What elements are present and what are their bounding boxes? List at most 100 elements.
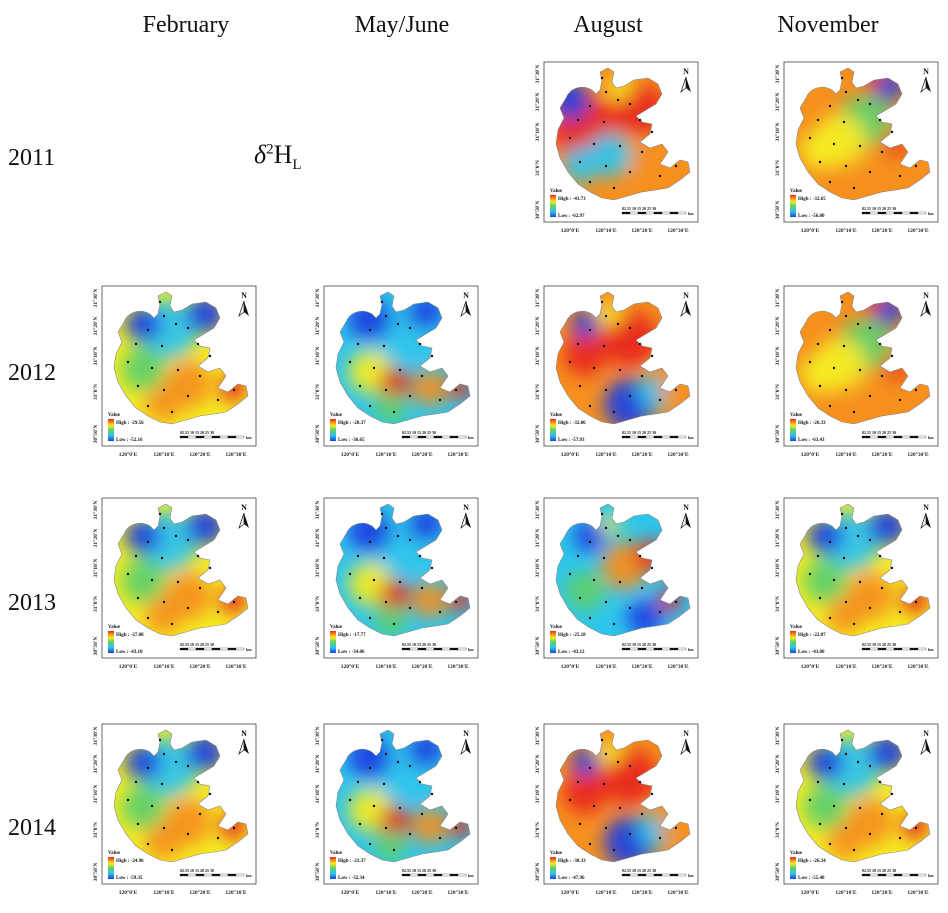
scale-bar: 02.55 10 15 20 25 30 km xyxy=(401,642,474,652)
longitude-label: 120°30'E xyxy=(667,227,688,234)
symbol-element: H xyxy=(273,140,293,169)
sample-point xyxy=(844,90,848,94)
sample-point xyxy=(616,760,620,764)
sample-point xyxy=(418,780,422,784)
sample-point xyxy=(674,600,678,604)
sample-point xyxy=(808,136,812,140)
legend-low: Low : -36.65 xyxy=(338,438,365,443)
longitude-label: 120°20'E xyxy=(871,227,892,234)
longitude-label: 120°20'E xyxy=(411,663,432,670)
north-arrow-icon: N xyxy=(238,291,249,318)
sample-point xyxy=(162,314,166,318)
sample-point xyxy=(384,526,388,530)
sample-point xyxy=(880,586,884,590)
sample-point xyxy=(408,764,412,768)
sample-point xyxy=(358,822,362,826)
latitude-label: 31°20'N xyxy=(314,755,321,774)
sample-point xyxy=(650,566,654,570)
map-svg: 31°30'N 31°20'N 31°10'N 31°0'N 30°50'N 120°0'… xyxy=(314,285,479,458)
sample-point xyxy=(650,130,654,134)
sample-point xyxy=(196,554,200,558)
sample-point xyxy=(640,374,644,378)
svg-text:Value: Value xyxy=(550,851,563,856)
sample-point xyxy=(578,822,582,826)
svg-text:02.55 10 15 20 25 30: 02.55 10 15 20 25 30 xyxy=(862,642,896,647)
sample-point xyxy=(382,344,386,348)
sample-point xyxy=(658,398,662,402)
column-header-february: February xyxy=(142,12,230,38)
north-arrow-icon: N xyxy=(920,67,931,94)
longitude-label: 120°30'E xyxy=(907,663,928,670)
latitude-label: 31°20'N xyxy=(774,93,781,112)
sample-point xyxy=(856,322,860,326)
longitude-label: 120°30'E xyxy=(667,451,688,458)
sample-point xyxy=(650,792,654,796)
sample-point xyxy=(828,616,832,620)
sample-point xyxy=(126,798,130,802)
scale-bar: 02.55 10 15 20 25 30 km xyxy=(621,868,694,878)
sample-point xyxy=(576,554,580,558)
sample-point xyxy=(372,804,376,808)
sample-point xyxy=(368,766,372,770)
sample-point xyxy=(868,394,872,398)
latitude-label: 31°10'N xyxy=(314,785,321,804)
sample-point xyxy=(438,398,442,402)
map-svg: 31°30'N 31°20'N 31°10'N 31°0'N 30°50'N 120°0'… xyxy=(92,285,257,458)
latitude-label: 31°0'N xyxy=(774,596,781,612)
map-panel: 31°30'N 31°20'N 31°10'N 31°0'N 30°50'N 120°0'… xyxy=(530,284,700,462)
sample-point xyxy=(420,586,424,590)
latitude-label: 31°20'N xyxy=(534,529,541,548)
svg-text:N: N xyxy=(463,729,469,738)
longitude-label: 120°30'E xyxy=(225,451,246,458)
sample-point xyxy=(186,832,190,836)
sample-point xyxy=(602,120,606,124)
sample-point xyxy=(898,610,902,614)
sample-point xyxy=(576,118,580,122)
sample-point xyxy=(658,836,662,840)
sample-point xyxy=(396,322,400,326)
svg-text:Value: Value xyxy=(108,851,121,856)
sample-point xyxy=(674,164,678,168)
sample-point xyxy=(628,832,632,836)
latitude-label: 30°50'N xyxy=(534,201,541,220)
sample-point xyxy=(878,342,882,346)
sample-point xyxy=(816,780,820,784)
sample-point xyxy=(638,118,642,122)
longitude-label: 120°30'E xyxy=(225,663,246,670)
map-svg: 31°30'N 31°20'N 31°10'N 31°0'N 30°50'N 120°0'… xyxy=(534,61,699,234)
sample-point xyxy=(174,534,178,538)
legend-high: High : -27.08 xyxy=(116,633,144,638)
sample-point xyxy=(600,300,604,304)
sample-point xyxy=(186,538,190,542)
legend: Value High : -29.56 Low : -52.16 xyxy=(108,413,144,443)
sample-point xyxy=(392,410,396,414)
sample-point xyxy=(408,832,412,836)
sample-point xyxy=(880,150,884,154)
sample-point xyxy=(408,606,412,610)
latitude-label: 31°10'N xyxy=(534,347,541,366)
sample-point xyxy=(384,752,388,756)
latitude-label: 31°10'N xyxy=(774,559,781,578)
latitude-label: 31°20'N xyxy=(92,317,99,336)
latitude-label: 30°50'N xyxy=(314,863,321,882)
longitude-label: 120°30'E xyxy=(225,889,246,896)
latitude-label: 31°20'N xyxy=(774,529,781,548)
longitude-label: 120°0'E xyxy=(801,227,820,234)
svg-text:02.55 10 15 20 25 30: 02.55 10 15 20 25 30 xyxy=(622,868,656,873)
sample-point xyxy=(828,104,832,108)
sample-point xyxy=(592,578,596,582)
sample-point xyxy=(592,804,596,808)
latitude-label: 30°50'N xyxy=(92,425,99,444)
scale-bar: 02.55 10 15 20 25 30 km xyxy=(179,642,252,652)
svg-text:Value: Value xyxy=(550,625,563,630)
longitude-label: 120°30'E xyxy=(667,889,688,896)
latitude-label: 30°50'N xyxy=(314,425,321,444)
sample-point xyxy=(844,388,848,392)
legend: Value High : -22.07 Low : -43.00 xyxy=(790,625,826,655)
map-panel: 31°30'N 31°20'N 31°10'N 31°0'N 30°50'N 120°0'… xyxy=(310,496,480,674)
longitude-label: 120°10'E xyxy=(595,451,616,458)
latitude-label: 30°50'N xyxy=(314,637,321,656)
lake-outline xyxy=(113,729,249,863)
sample-point xyxy=(878,118,882,122)
sample-point xyxy=(372,578,376,582)
